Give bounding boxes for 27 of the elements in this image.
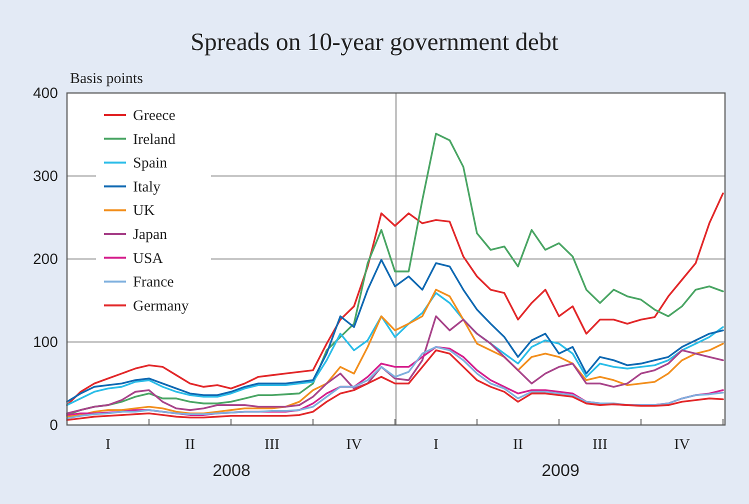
legend-label: UK	[133, 203, 155, 220]
x-tick-label: II	[185, 437, 195, 453]
legend-label: Italy	[133, 179, 161, 196]
x-tick-label: I	[434, 437, 438, 453]
legend-label: Ireland	[133, 132, 176, 148]
text: 2008	[212, 461, 250, 480]
y-tick-label: 300	[32, 168, 58, 185]
x-tick-label: IV	[674, 437, 690, 453]
x-tick-label: I	[106, 437, 110, 453]
y-tick-label: 400	[32, 85, 58, 102]
legend-label: USA	[133, 250, 164, 267]
y-tick-label: 100	[32, 334, 58, 351]
x-tick-label: II	[513, 437, 523, 453]
x-tick-label: IV	[346, 437, 362, 453]
y-axis-title: Basis points	[70, 71, 144, 87]
legend-label: Greece	[133, 108, 176, 124]
legend-label: Spain	[133, 156, 168, 172]
chart-title: Spreads on 10-year government debt	[190, 29, 559, 56]
legend-label: Germany	[133, 298, 190, 314]
y-tick-label: 0	[50, 417, 58, 434]
x-tick-label: III	[264, 437, 280, 453]
line-series	[66, 315, 724, 414]
legend-label: France	[133, 274, 174, 291]
text: 2009	[542, 461, 580, 480]
y-tick-label: 200	[32, 251, 58, 268]
x-tick-label: III	[592, 437, 608, 453]
legend-label: Japan	[133, 227, 168, 243]
